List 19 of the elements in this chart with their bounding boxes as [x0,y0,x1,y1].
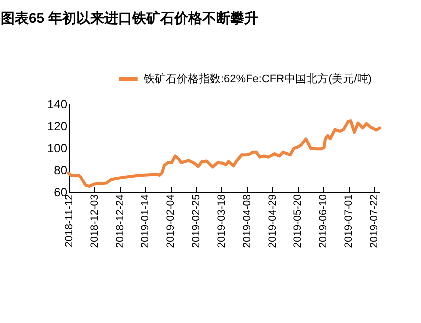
line-series [68,120,382,188]
x-tick-label: 2019-05-20 [292,194,304,248]
chart-title: 图表65 年初以来进口铁矿石价格不断攀升 [0,10,258,26]
x-tick-label: 2019-03-18 [216,194,228,248]
x-tick-label: 2019-02-25 [190,194,203,248]
x-tick-label: 2019-02-04 [165,194,178,248]
x-tick-label: 2018-12-03 [88,194,101,248]
y-tick-label: 100 [47,142,68,156]
x-tick-label: 2019-04-29 [266,194,279,248]
x-tick-label: 2019-01-14 [140,194,152,248]
legend-label: 铁矿石价格指数:62%Fe:CFR中国北方(美元/吨) [143,72,372,86]
x-tick-label: 2019-07-01 [343,194,356,248]
y-tick-label: 120 [47,120,68,134]
y-tick-label: 140 [47,98,68,112]
x-tick-label: 2019-04-08 [241,194,254,248]
y-tick-label: 80 [54,164,68,178]
x-tick-label: 2019-06-10 [318,194,330,248]
x-tick-label: 2018-12-24 [114,194,126,248]
x-tick-label: 2019-07-22 [368,194,380,248]
